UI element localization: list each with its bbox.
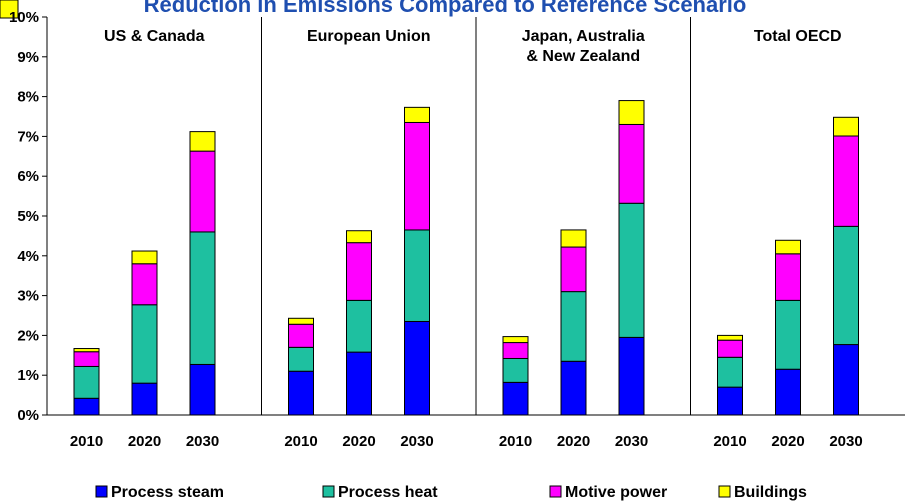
x-tick-label: 2030 bbox=[829, 433, 862, 450]
legend-swatch bbox=[95, 485, 108, 498]
bar-segment bbox=[775, 253, 801, 301]
y-tick-label: 2% bbox=[17, 327, 39, 344]
x-tick-label: 2010 bbox=[70, 433, 103, 450]
bar-segment bbox=[502, 342, 529, 359]
bar-segment bbox=[502, 336, 529, 344]
bar-segment bbox=[189, 131, 216, 152]
bar-segment bbox=[346, 351, 372, 416]
bar-segment bbox=[833, 225, 859, 346]
y-tick-label: 10% bbox=[9, 9, 39, 26]
legend-swatch bbox=[718, 485, 731, 498]
x-tick-label: 2020 bbox=[557, 433, 590, 450]
bar-segment bbox=[618, 123, 645, 204]
bar-segment bbox=[833, 135, 859, 227]
bar-segment bbox=[73, 397, 100, 416]
y-tick-label: 6% bbox=[17, 168, 39, 185]
chart-title: Reduction in Emissions Compared to Refer… bbox=[144, 0, 747, 17]
bar-segment bbox=[404, 320, 430, 416]
bar-segment bbox=[131, 304, 158, 384]
bar-segment bbox=[346, 230, 372, 244]
bar-segment bbox=[346, 299, 372, 353]
x-tick-label: 2010 bbox=[713, 433, 746, 450]
legend-swatch bbox=[549, 485, 562, 498]
legend-label: Buildings bbox=[734, 484, 807, 501]
bar-segment bbox=[288, 370, 314, 416]
bar-segment bbox=[288, 317, 314, 325]
bar-segment bbox=[189, 150, 216, 233]
y-tick-label: 4% bbox=[17, 248, 39, 265]
bar-segment bbox=[73, 348, 100, 353]
bar-segment bbox=[618, 100, 645, 125]
panel-title: & New Zealand bbox=[526, 48, 640, 65]
y-tick-label: 0% bbox=[17, 407, 39, 424]
bar-segment bbox=[560, 360, 587, 416]
bar-segment bbox=[131, 250, 158, 265]
panel-title: European Union bbox=[307, 28, 431, 45]
panel-title: Japan, Australia bbox=[522, 28, 645, 45]
bar-segment bbox=[618, 202, 645, 338]
bar-segment bbox=[560, 291, 587, 362]
bar-segment bbox=[346, 242, 372, 301]
bar-segment bbox=[73, 365, 100, 399]
legend-label: Process steam bbox=[111, 484, 224, 501]
bar-segment bbox=[717, 339, 743, 358]
x-tick-label: 2030 bbox=[400, 433, 433, 450]
legend: Process steam Process heat Motive power Bui… bbox=[95, 484, 807, 501]
bar-segment bbox=[717, 334, 743, 341]
bar-segment bbox=[833, 116, 859, 137]
x-tick-label: 2030 bbox=[615, 433, 648, 450]
bar-segment bbox=[189, 363, 216, 416]
y-tick-label: 5% bbox=[17, 208, 39, 225]
bar-segment bbox=[404, 229, 430, 322]
title-marker bbox=[0, 0, 19, 19]
bar-segment bbox=[775, 239, 801, 255]
bar-segment bbox=[131, 263, 158, 306]
y-tick-label: 3% bbox=[17, 288, 39, 305]
panel-title: US & Canada bbox=[104, 28, 205, 45]
bar-segment bbox=[73, 351, 100, 367]
bar-segment bbox=[717, 356, 743, 388]
panel-title: Total OECD bbox=[754, 28, 842, 45]
bar-segment bbox=[560, 229, 587, 248]
bar-segment bbox=[502, 357, 529, 383]
x-tick-label: 2020 bbox=[128, 433, 161, 450]
x-tick-label: 2020 bbox=[342, 433, 375, 450]
bar-segment bbox=[404, 106, 430, 123]
bar-segment bbox=[502, 381, 529, 416]
bar-segment bbox=[618, 336, 645, 416]
x-tick-label: 2010 bbox=[499, 433, 532, 450]
plot-area: 0% 1% 2% 3% 4% 5% 6% 7% 8% 9% 10% US & Canada 2010 20… bbox=[9, 9, 905, 450]
bar-segment bbox=[288, 346, 314, 372]
x-tick-label: 2020 bbox=[771, 433, 804, 450]
legend-label: Motive power bbox=[565, 484, 667, 501]
bar-segment bbox=[833, 344, 859, 416]
bar-segment bbox=[189, 231, 216, 365]
legend-label: Process heat bbox=[338, 484, 438, 501]
y-tick-label: 8% bbox=[17, 89, 39, 106]
y-tick-label: 9% bbox=[17, 49, 39, 66]
bar-segment bbox=[775, 299, 801, 370]
bar-segment bbox=[560, 246, 587, 293]
legend-swatch bbox=[322, 485, 335, 498]
bar-segment bbox=[775, 368, 801, 416]
y-tick-label: 7% bbox=[17, 128, 39, 145]
bar-segment bbox=[288, 323, 314, 348]
x-tick-label: 2010 bbox=[284, 433, 317, 450]
bar-segment bbox=[404, 121, 430, 231]
bar-segment bbox=[717, 386, 743, 416]
bar-segment bbox=[131, 382, 158, 416]
y-tick-label: 1% bbox=[17, 367, 39, 384]
x-tick-label: 2030 bbox=[186, 433, 219, 450]
